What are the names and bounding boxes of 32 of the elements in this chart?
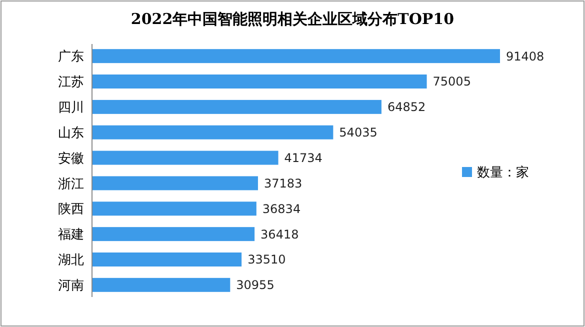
chart-title: 2022年中国智能照明相关企业区域分布TOP10	[130, 10, 454, 28]
data-label: 36418	[260, 227, 299, 242]
y-tick-label: 河南	[58, 278, 84, 294]
data-label: 37183	[264, 176, 302, 190]
y-tick-label: 浙江	[58, 176, 84, 192]
y-tick-label: 四川	[58, 100, 84, 116]
data-label: 41734	[284, 150, 322, 165]
y-tick-label: 江苏	[58, 75, 84, 90]
data-label: 36834	[262, 202, 301, 216]
bar	[92, 252, 242, 266]
bar	[92, 150, 278, 165]
bar	[92, 49, 500, 64]
bar	[92, 125, 334, 140]
data-label: 33510	[248, 252, 286, 267]
bar	[92, 74, 427, 88]
bar	[92, 100, 382, 114]
data-label: 30955	[236, 278, 274, 292]
bar	[92, 202, 256, 216]
data-label: 54035	[339, 126, 378, 140]
y-tick-label: 安徽	[58, 150, 84, 166]
data-label: 91408	[506, 49, 544, 64]
y-tick-label: 陕西	[58, 202, 84, 218]
bar	[92, 278, 230, 292]
bar	[92, 227, 255, 242]
y-tick-label: 山东	[58, 126, 84, 141]
y-tick-label: 广东	[58, 50, 84, 65]
bar	[92, 176, 258, 190]
data-label: 75005	[432, 74, 471, 89]
y-tick-label: 福建	[58, 228, 84, 243]
data-label: 64852	[387, 100, 426, 114]
legend-label: 数量：家	[477, 164, 529, 181]
y-tick-label: 湖北	[58, 253, 84, 268]
